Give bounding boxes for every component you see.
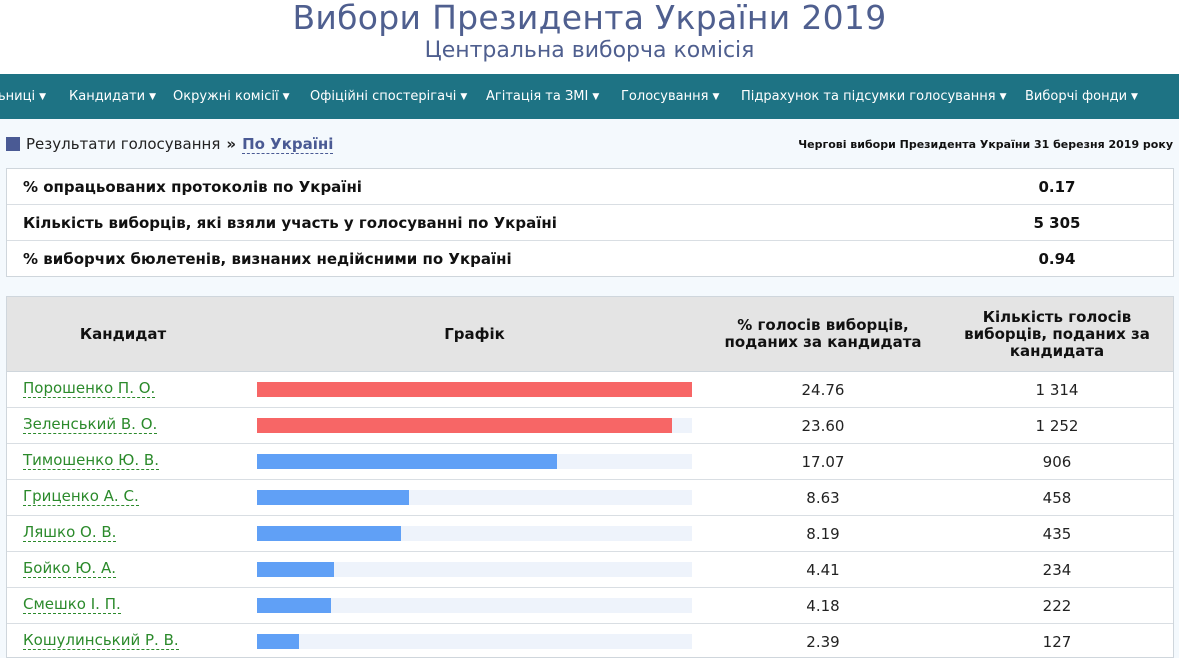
summary-label: % виборчих бюлетенів, визнаних недійсним… [23,250,512,268]
percent-cell: 2.39 [806,633,840,651]
candidate-link[interactable]: Гриценко А. С. [23,487,139,506]
percent-cell: 24.76 [801,381,845,399]
nav-item-observers[interactable]: Офіційні спостерігачі ▼ [310,74,467,119]
bar-fill [257,526,401,541]
bar-fill [257,418,672,433]
chevron-down-icon: ▼ [460,92,468,102]
table-row: Гриценко А. С. 8.63 458 [7,480,1173,516]
nav-item-label: ьниці [0,89,36,104]
candidate-link[interactable]: Смешко І. П. [23,595,121,614]
summary-label: % опрацьованих протоколів по Україні [23,178,362,196]
table-row: Бойко Ю. А. 4.41 234 [7,552,1173,588]
summary-value: 5 305 [1033,214,1081,232]
votes-cell: 1 314 [1035,381,1079,399]
results-table: Кандидат Графік % голосів виборців, пода… [6,296,1174,658]
bar-fill [257,454,557,469]
votes-cell: 222 [1042,597,1072,615]
nav-item-label: Підрахунок та підсумки голосування [741,89,996,104]
breadcrumb-separator: » [226,135,237,153]
bar-track [257,382,692,397]
votes-cell: 435 [1042,525,1072,543]
votes-cell: 127 [1042,633,1072,651]
nav-item-label: Голосування [621,89,709,104]
nav-item-label: Кандидати [69,89,146,104]
nav-item-vote-count[interactable]: Підрахунок та підсумки голосування ▼ [741,74,1007,119]
table-row: Тимошенко Ю. В. 17.07 906 [7,444,1173,480]
nav-item-candidates[interactable]: Кандидати ▼ [69,74,156,119]
candidate-link[interactable]: Зеленський В. О. [23,415,158,434]
table-row: Кошулинський Р. В. 2.39 127 [7,624,1173,657]
percent-cell: 23.60 [801,417,845,435]
percent-cell: 8.19 [806,525,840,543]
summary-value: 0.17 [1038,178,1076,196]
candidate-link[interactable]: Ляшко О. В. [23,523,117,542]
election-name: Чергові вибори Президента України 31 бер… [798,138,1173,151]
bar-track [257,526,692,541]
votes-cell: 906 [1042,453,1072,471]
bar-track [257,634,692,649]
header-votes: Кількість голосів виборців, поданих за к… [964,307,1150,360]
bar-track [257,562,692,577]
percent-cell: 8.63 [806,489,840,507]
breadcrumb: Результати голосування » По Україні [6,132,334,156]
percent-cell: 4.18 [806,597,840,615]
site-subtitle: Центральна виборча комісія [424,38,755,63]
nav-item-label: Виборчі фонди [1025,89,1128,104]
summary-row: Кількість виборців, які взяли участь у г… [7,204,1173,240]
nav-item-district-commissions[interactable]: Окружні комісії ▼ [173,74,290,119]
chevron-down-icon: ▼ [39,92,46,102]
header-chart: Графік [444,324,505,343]
summary-row: % виборчих бюлетенів, визнаних недійсним… [7,240,1173,276]
bar-track [257,454,692,469]
candidate-link[interactable]: Бойко Ю. А. [23,559,116,578]
table-row: Смешко І. П. 4.18 222 [7,588,1173,624]
square-bullet-icon [6,137,20,151]
main-nav: ьниці ▼ Кандидати ▼ Окружні комісії ▼ Офіці… [0,74,1179,119]
site-title: Вибори Президента України 2019 [292,0,887,37]
nav-item-stations[interactable]: ьниці ▼ [0,74,46,119]
nav-item-label: Агітація та ЗМІ [486,89,589,104]
chevron-down-icon: ▼ [149,92,157,102]
header-candidate: Кандидат [79,324,167,343]
votes-cell: 234 [1042,561,1072,579]
summary-row: % опрацьованих протоколів по Україні 0.1… [7,169,1173,204]
header-percent: % голосів виборців, поданих за кандидата [724,316,922,351]
summary-table: % опрацьованих протоколів по Україні 0.1… [6,168,1174,277]
chevron-down-icon: ▼ [1131,92,1138,102]
table-row: Зеленський В. О. 23.60 1 252 [7,408,1173,444]
nav-item-voting[interactable]: Голосування ▼ [621,74,719,119]
bar-fill [257,382,692,397]
chevron-down-icon: ▼ [282,92,290,102]
percent-cell: 17.07 [801,453,845,471]
table-row: Порошенко П. О. 24.76 1 314 [7,372,1173,408]
chevron-down-icon: ▼ [712,92,720,102]
nav-item-label: Окружні комісії [173,89,279,104]
site-header: Вибори Президента України 2019 Центральн… [0,0,1179,74]
bar-track [257,490,692,505]
nav-item-campaign-media[interactable]: Агітація та ЗМІ ▼ [486,74,599,119]
table-row: Ляшко О. В. 8.19 435 [7,516,1173,552]
chevron-down-icon: ▼ [999,92,1007,102]
bar-fill [257,562,334,577]
votes-cell: 458 [1042,489,1072,507]
candidate-link[interactable]: Порошенко П. О. [23,379,156,398]
nav-item-election-funds[interactable]: Виборчі фонди ▼ [1025,74,1138,119]
summary-label: Кількість виборців, які взяли участь у г… [23,214,557,232]
candidate-link[interactable]: Кошулинський Р. В. [23,631,179,650]
bar-track [257,418,692,433]
candidate-link[interactable]: Тимошенко Ю. В. [23,451,159,470]
results-header: Кандидат Графік % голосів виборців, пода… [7,297,1173,372]
nav-item-label: Офіційні спостерігачі [310,89,457,104]
votes-cell: 1 252 [1035,417,1079,435]
bar-fill [257,490,409,505]
bar-fill [257,634,299,649]
breadcrumb-current[interactable]: По Україні [242,135,334,154]
percent-cell: 4.41 [806,561,840,579]
summary-value: 0.94 [1038,250,1076,268]
chevron-down-icon: ▼ [592,92,600,102]
bar-fill [257,598,331,613]
bar-track [257,598,692,613]
breadcrumb-section: Результати голосування [26,135,221,153]
